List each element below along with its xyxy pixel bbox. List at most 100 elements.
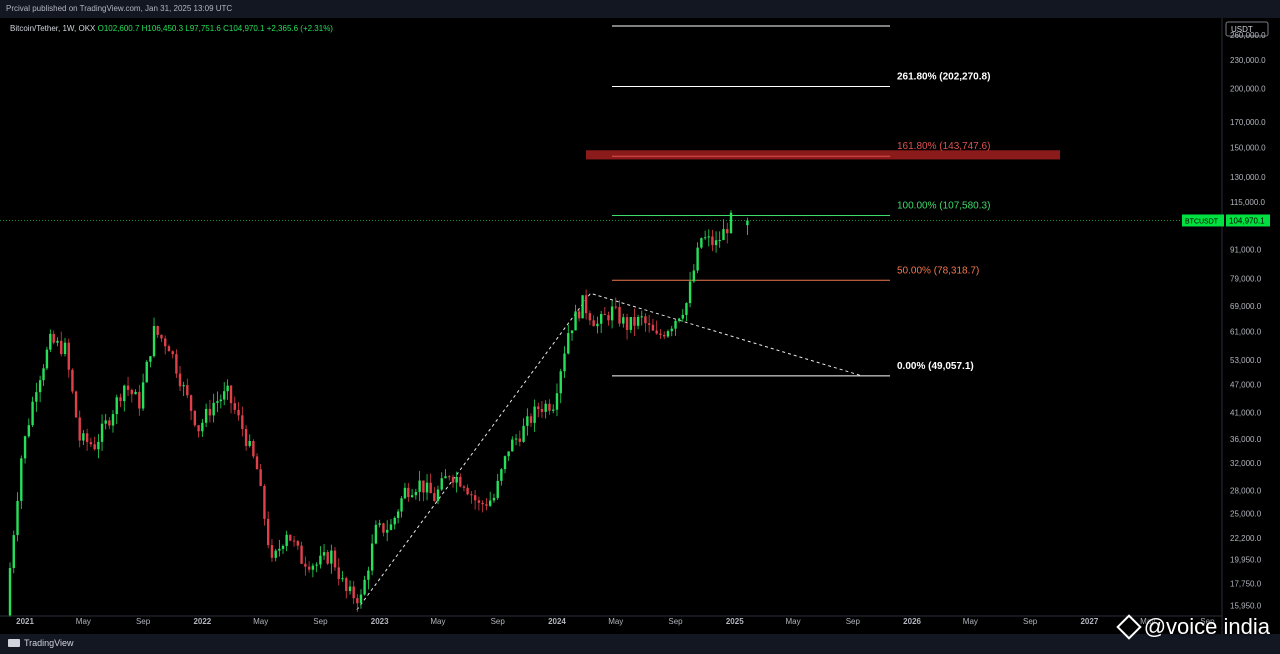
candle-body bbox=[201, 422, 204, 432]
time-tick-label: Sep bbox=[1023, 617, 1038, 626]
candle-body bbox=[219, 399, 223, 402]
candle-body bbox=[359, 594, 363, 604]
candle-body bbox=[274, 550, 277, 558]
candle-body bbox=[296, 541, 300, 546]
candle-body bbox=[707, 236, 710, 238]
candle-body bbox=[319, 555, 322, 565]
price-tick-label: 260,000.0 bbox=[1230, 31, 1266, 40]
candle-body bbox=[212, 402, 215, 416]
candle-body bbox=[229, 385, 233, 404]
candle-body bbox=[548, 403, 551, 411]
candle-body bbox=[241, 415, 244, 429]
currency-label: USDT bbox=[1231, 25, 1253, 34]
time-tick-label: Sep bbox=[668, 617, 683, 626]
candle-body bbox=[622, 317, 625, 324]
candle-body bbox=[729, 212, 733, 234]
candle-body bbox=[130, 389, 134, 395]
publish-header: Prcival published on TradingView.com, Ja… bbox=[0, 0, 1280, 18]
candle-body bbox=[378, 523, 381, 525]
time-tick-label: 2025 bbox=[726, 617, 744, 626]
time-tick-label: Sep bbox=[136, 617, 151, 626]
candle-body bbox=[618, 306, 621, 324]
price-tick-label: 91,000.0 bbox=[1230, 246, 1262, 255]
price-tick-label: 53,000.0 bbox=[1230, 356, 1262, 365]
candle-body bbox=[141, 382, 145, 409]
candle-body bbox=[78, 417, 81, 441]
candle-body bbox=[244, 428, 248, 446]
candle-body bbox=[448, 476, 451, 478]
tradingview-logo[interactable]: TradingView bbox=[8, 638, 74, 648]
candle-body bbox=[488, 500, 492, 506]
candle-body bbox=[588, 313, 592, 321]
candle-body bbox=[175, 354, 178, 374]
candle-body bbox=[285, 534, 288, 546]
candle-body bbox=[248, 441, 251, 446]
candle-body bbox=[636, 316, 640, 326]
time-tick-label: 2024 bbox=[548, 617, 566, 626]
symbol-name: Bitcoin/Tether, 1W, OKX bbox=[10, 24, 96, 33]
price-tick-label: 17,750.0 bbox=[1230, 580, 1262, 589]
price-tick-label: 200,000.0 bbox=[1230, 85, 1266, 94]
price-tick-label: 22,200.0 bbox=[1230, 534, 1262, 543]
candle-body bbox=[718, 240, 721, 242]
candle-body bbox=[145, 361, 148, 383]
candle-body bbox=[670, 328, 673, 332]
trend-projection bbox=[356, 292, 863, 611]
candle-body bbox=[255, 456, 259, 470]
candle-body bbox=[348, 586, 352, 592]
candle-body bbox=[138, 391, 141, 409]
candle-body bbox=[326, 552, 329, 564]
time-tick-label: Sep bbox=[1200, 617, 1215, 626]
symbol-legend: Bitcoin/Tether, 1W, OKX O102,600.7 H106,… bbox=[10, 24, 333, 33]
resistance-zone bbox=[586, 150, 1060, 160]
candle-body bbox=[599, 314, 603, 324]
candle-body bbox=[518, 438, 522, 442]
candle-body bbox=[533, 406, 536, 423]
candle-body bbox=[629, 317, 633, 330]
candle-body bbox=[666, 331, 670, 337]
candle-body bbox=[677, 318, 681, 321]
candle-body bbox=[462, 486, 466, 488]
candle-body bbox=[681, 314, 684, 319]
candle-body bbox=[451, 477, 455, 483]
ohlc-change: +2,365.6 (+2.31%) bbox=[266, 24, 333, 33]
footer-bar: TradingView bbox=[0, 634, 1280, 654]
candle-body bbox=[644, 316, 647, 324]
candle-body bbox=[651, 324, 655, 331]
last-price-label: 104,970.1 bbox=[1229, 216, 1265, 225]
candle-body bbox=[20, 458, 23, 501]
candle-body bbox=[382, 523, 385, 533]
candle-body bbox=[422, 480, 425, 493]
candle-body bbox=[711, 236, 714, 246]
candle-body bbox=[356, 598, 359, 604]
ohlc-open: O102,600.7 bbox=[97, 24, 140, 33]
candle-body bbox=[389, 524, 393, 530]
price-tick-label: 230,000.0 bbox=[1230, 56, 1266, 65]
candle-body bbox=[307, 566, 311, 570]
candle-body bbox=[363, 579, 366, 595]
candle-body bbox=[82, 433, 85, 441]
candle-body bbox=[108, 420, 111, 426]
ohlc-low: L97,751.6 bbox=[185, 24, 221, 33]
candle-body bbox=[341, 578, 344, 580]
candle-body bbox=[485, 504, 488, 506]
price-axis-bg bbox=[1222, 18, 1280, 634]
fib-level-label: 50.00% (78,318.7) bbox=[897, 265, 979, 276]
chart-area[interactable]: USDT 260,000.0 230,000.0 200,000.0 170,000.0… bbox=[0, 18, 1280, 654]
candle-body bbox=[459, 476, 462, 487]
candle-body bbox=[23, 436, 27, 459]
candle-body bbox=[503, 456, 507, 470]
fib-level-label: 100.00% (107,580.3) bbox=[897, 200, 990, 211]
candle-body bbox=[216, 401, 219, 403]
candle-body bbox=[473, 495, 477, 501]
candle-body bbox=[410, 495, 414, 498]
candle-body bbox=[345, 578, 348, 592]
candle-body bbox=[552, 409, 555, 411]
candle-body bbox=[640, 316, 643, 318]
candle-body bbox=[182, 385, 185, 387]
candle-body bbox=[433, 493, 436, 502]
candle-body bbox=[563, 353, 566, 372]
price-tick-label: 61,000.0 bbox=[1230, 327, 1262, 336]
time-tick-label: May bbox=[253, 617, 268, 626]
